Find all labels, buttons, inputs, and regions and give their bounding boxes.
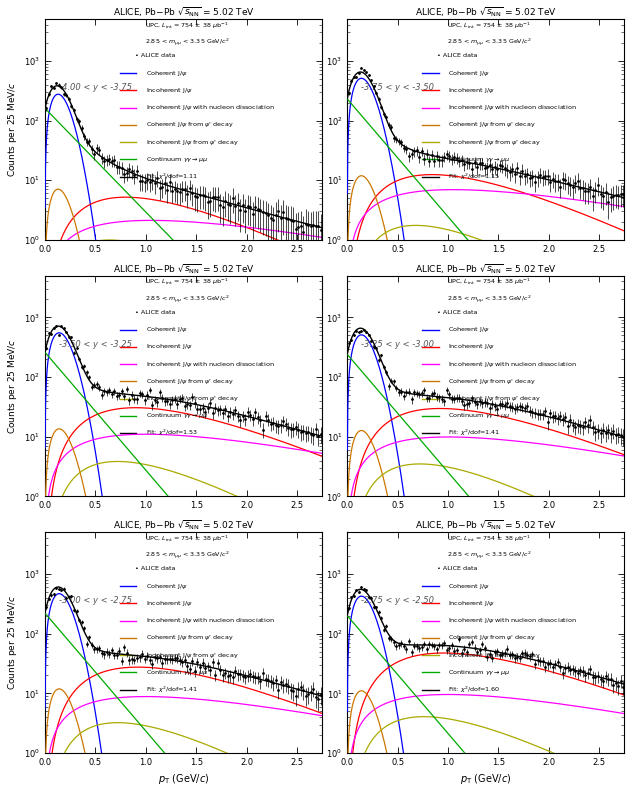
Text: Incoherent J/$\psi$: Incoherent J/$\psi$ [146, 599, 193, 608]
Text: Coherent J/$\psi$: Coherent J/$\psi$ [449, 69, 490, 78]
Text: Continuum $\gamma\gamma \to \mu\mu$: Continuum $\gamma\gamma \to \mu\mu$ [146, 668, 209, 677]
Text: -4.00 < y < -3.75: -4.00 < y < -3.75 [59, 83, 132, 92]
Text: Incoherent J/$\psi$ with nucleon dissociation: Incoherent J/$\psi$ with nucleon dissoci… [146, 103, 275, 112]
X-axis label: $p_{\rm T}$ (GeV/$c$): $p_{\rm T}$ (GeV/$c$) [158, 772, 209, 786]
Text: • ALICE data: • ALICE data [437, 310, 478, 314]
Text: 2.85 < $m_{\mu\mu}$ < 3.35 GeV/$c^2$: 2.85 < $m_{\mu\mu}$ < 3.35 GeV/$c^2$ [447, 293, 532, 304]
Text: Coherent J/$\psi$: Coherent J/$\psi$ [449, 325, 490, 334]
Text: Continuum $\gamma\gamma \to \mu\mu$: Continuum $\gamma\gamma \to \mu\mu$ [449, 155, 511, 164]
Title: ALICE, Pb$-$Pb $\sqrt{s_{\rm NN}}$ = 5.02 TeV: ALICE, Pb$-$Pb $\sqrt{s_{\rm NN}}$ = 5.0… [113, 6, 255, 19]
Text: Coherent J/$\psi$ from $\psi$' decay: Coherent J/$\psi$ from $\psi$' decay [146, 634, 234, 642]
Text: Incoherent J/$\psi$ from $\psi$' decay: Incoherent J/$\psi$ from $\psi$' decay [146, 651, 239, 660]
Text: Coherent J/$\psi$ from $\psi$' decay: Coherent J/$\psi$ from $\psi$' decay [146, 377, 234, 386]
Text: Incoherent J/$\psi$: Incoherent J/$\psi$ [449, 86, 495, 95]
Text: • ALICE data: • ALICE data [135, 53, 176, 59]
Title: ALICE, Pb$-$Pb $\sqrt{s_{\rm NN}}$ = 5.02 TeV: ALICE, Pb$-$Pb $\sqrt{s_{\rm NN}}$ = 5.0… [113, 262, 255, 276]
Text: Incoherent J/$\psi$ from $\psi$' decay: Incoherent J/$\psi$ from $\psi$' decay [449, 138, 541, 147]
Text: UPC, $L_{\rm int}$ = 754 $\pm$ 38 $\mu$b$^{-1}$: UPC, $L_{\rm int}$ = 754 $\pm$ 38 $\mu$b… [447, 533, 531, 543]
Text: 2.85 < $m_{\mu\mu}$ < 3.35 GeV/$c^2$: 2.85 < $m_{\mu\mu}$ < 3.35 GeV/$c^2$ [145, 293, 229, 304]
Title: ALICE, Pb$-$Pb $\sqrt{s_{\rm NN}}$ = 5.02 TeV: ALICE, Pb$-$Pb $\sqrt{s_{\rm NN}}$ = 5.0… [113, 519, 255, 532]
Text: Fit: $\chi^2$/dof=1.60: Fit: $\chi^2$/dof=1.60 [449, 684, 501, 695]
Text: Coherent J/$\psi$ from $\psi$' decay: Coherent J/$\psi$ from $\psi$' decay [146, 120, 234, 129]
Text: Fit: $\chi^2$/dof=1.11: Fit: $\chi^2$/dof=1.11 [146, 172, 198, 182]
Text: 2.85 < $m_{\mu\mu}$ < 3.35 GeV/$c^2$: 2.85 < $m_{\mu\mu}$ < 3.35 GeV/$c^2$ [145, 36, 229, 48]
Text: Incoherent J/$\psi$ from $\psi$' decay: Incoherent J/$\psi$ from $\psi$' decay [146, 138, 239, 147]
Text: • ALICE data: • ALICE data [437, 53, 478, 59]
Text: Incoherent J/$\psi$ from $\psi$' decay: Incoherent J/$\psi$ from $\psi$' decay [146, 394, 239, 403]
Text: 2.85 < $m_{\mu\mu}$ < 3.35 GeV/$c^2$: 2.85 < $m_{\mu\mu}$ < 3.35 GeV/$c^2$ [145, 550, 229, 561]
Text: Incoherent J/$\psi$ with nucleon dissociation: Incoherent J/$\psi$ with nucleon dissoci… [449, 360, 577, 368]
Text: -2.75 < y < -2.50: -2.75 < y < -2.50 [361, 596, 434, 605]
Text: UPC, $L_{\rm int}$ = 754 $\pm$ 38 $\mu$b$^{-1}$: UPC, $L_{\rm int}$ = 754 $\pm$ 38 $\mu$b… [145, 533, 229, 543]
Title: ALICE, Pb$-$Pb $\sqrt{s_{\rm NN}}$ = 5.02 TeV: ALICE, Pb$-$Pb $\sqrt{s_{\rm NN}}$ = 5.0… [415, 262, 557, 276]
Title: ALICE, Pb$-$Pb $\sqrt{s_{\rm NN}}$ = 5.02 TeV: ALICE, Pb$-$Pb $\sqrt{s_{\rm NN}}$ = 5.0… [415, 519, 557, 532]
Text: Fit: $\chi^2$/dof=1.41: Fit: $\chi^2$/dof=1.41 [449, 428, 501, 438]
Text: Incoherent J/$\psi$ with nucleon dissociation: Incoherent J/$\psi$ with nucleon dissoci… [449, 103, 577, 112]
Text: -3.25 < y < -3.00: -3.25 < y < -3.00 [361, 340, 434, 348]
Text: Coherent J/$\psi$ from $\psi$' decay: Coherent J/$\psi$ from $\psi$' decay [449, 377, 536, 386]
Text: • ALICE data: • ALICE data [135, 310, 176, 314]
Text: Incoherent J/$\psi$: Incoherent J/$\psi$ [146, 86, 193, 95]
Text: -3.00 < y < -2.75: -3.00 < y < -2.75 [59, 596, 132, 605]
Text: Coherent J/$\psi$: Coherent J/$\psi$ [146, 325, 188, 334]
Text: Continuum $\gamma\gamma \to \mu\mu$: Continuum $\gamma\gamma \to \mu\mu$ [449, 411, 511, 421]
Text: Fit: $\chi^2$/dof=1.41: Fit: $\chi^2$/dof=1.41 [146, 684, 198, 695]
Text: Incoherent J/$\psi$ with nucleon dissociation: Incoherent J/$\psi$ with nucleon dissoci… [146, 360, 275, 368]
Title: ALICE, Pb$-$Pb $\sqrt{s_{\rm NN}}$ = 5.02 TeV: ALICE, Pb$-$Pb $\sqrt{s_{\rm NN}}$ = 5.0… [415, 6, 557, 19]
Text: Incoherent J/$\psi$: Incoherent J/$\psi$ [449, 599, 495, 608]
Text: Coherent J/$\psi$ from $\psi$' decay: Coherent J/$\psi$ from $\psi$' decay [449, 634, 536, 642]
Text: Incoherent J/$\psi$ from $\psi$' decay: Incoherent J/$\psi$ from $\psi$' decay [449, 651, 541, 660]
Text: UPC, $L_{\rm int}$ = 754 $\pm$ 38 $\mu$b$^{-1}$: UPC, $L_{\rm int}$ = 754 $\pm$ 38 $\mu$b… [447, 276, 531, 287]
Text: Incoherent J/$\psi$: Incoherent J/$\psi$ [146, 342, 193, 352]
Text: -3.50 < y < -3.25: -3.50 < y < -3.25 [59, 340, 132, 348]
Text: • ALICE data: • ALICE data [135, 566, 176, 571]
Text: Coherent J/$\psi$: Coherent J/$\psi$ [146, 581, 188, 591]
Y-axis label: Counts per 25 MeV/$c$: Counts per 25 MeV/$c$ [6, 338, 18, 434]
Text: • ALICE data: • ALICE data [437, 566, 478, 571]
Text: -3.75 < y < -3.50: -3.75 < y < -3.50 [361, 83, 434, 92]
Text: Incoherent J/$\psi$: Incoherent J/$\psi$ [449, 342, 495, 352]
Text: Fit: $\chi^2$/dof=1.53: Fit: $\chi^2$/dof=1.53 [146, 428, 198, 438]
Text: Coherent J/$\psi$: Coherent J/$\psi$ [146, 69, 188, 78]
Text: 2.85 < $m_{\mu\mu}$ < 3.35 GeV/$c^2$: 2.85 < $m_{\mu\mu}$ < 3.35 GeV/$c^2$ [447, 36, 532, 48]
Y-axis label: Counts per 25 MeV/$c$: Counts per 25 MeV/$c$ [6, 595, 18, 691]
Text: Coherent J/$\psi$ from $\psi$' decay: Coherent J/$\psi$ from $\psi$' decay [449, 120, 536, 129]
Text: Incoherent J/$\psi$ with nucleon dissociation: Incoherent J/$\psi$ with nucleon dissoci… [146, 616, 275, 625]
Y-axis label: Counts per 25 MeV/$c$: Counts per 25 MeV/$c$ [6, 82, 18, 177]
Text: Incoherent J/$\psi$ from $\psi$' decay: Incoherent J/$\psi$ from $\psi$' decay [449, 394, 541, 403]
Text: Continuum $\gamma\gamma \to \mu\mu$: Continuum $\gamma\gamma \to \mu\mu$ [146, 411, 209, 421]
Text: UPC, $L_{\rm int}$ = 754 $\pm$ 38 $\mu$b$^{-1}$: UPC, $L_{\rm int}$ = 754 $\pm$ 38 $\mu$b… [447, 21, 531, 31]
Text: Incoherent J/$\psi$ with nucleon dissociation: Incoherent J/$\psi$ with nucleon dissoci… [449, 616, 577, 625]
X-axis label: $p_{\rm T}$ (GeV/$c$): $p_{\rm T}$ (GeV/$c$) [460, 772, 512, 786]
Text: Continuum $\gamma\gamma \to \mu\mu$: Continuum $\gamma\gamma \to \mu\mu$ [449, 668, 511, 677]
Text: Coherent J/$\psi$: Coherent J/$\psi$ [449, 581, 490, 591]
Text: Continuum $\gamma\gamma \to \mu\mu$: Continuum $\gamma\gamma \to \mu\mu$ [146, 155, 209, 164]
Text: UPC, $L_{\rm int}$ = 754 $\pm$ 38 $\mu$b$^{-1}$: UPC, $L_{\rm int}$ = 754 $\pm$ 38 $\mu$b… [145, 276, 229, 287]
Text: Fit: $\chi^2$/dof=1.15: Fit: $\chi^2$/dof=1.15 [449, 172, 501, 182]
Text: 2.85 < $m_{\mu\mu}$ < 3.35 GeV/$c^2$: 2.85 < $m_{\mu\mu}$ < 3.35 GeV/$c^2$ [447, 550, 532, 561]
Text: UPC, $L_{\rm int}$ = 754 $\pm$ 38 $\mu$b$^{-1}$: UPC, $L_{\rm int}$ = 754 $\pm$ 38 $\mu$b… [145, 21, 229, 31]
